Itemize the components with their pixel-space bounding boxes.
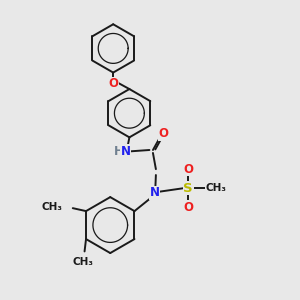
Text: N: N (149, 186, 159, 199)
Text: CH₃: CH₃ (41, 202, 62, 212)
Text: O: O (183, 163, 193, 176)
Text: O: O (158, 127, 168, 140)
Text: O: O (183, 201, 193, 214)
Text: CH₃: CH₃ (206, 183, 227, 193)
Text: H: H (114, 145, 123, 158)
Text: N: N (121, 145, 130, 158)
Text: O: O (108, 77, 118, 90)
Text: CH₃: CH₃ (73, 257, 94, 267)
Text: S: S (184, 182, 193, 195)
